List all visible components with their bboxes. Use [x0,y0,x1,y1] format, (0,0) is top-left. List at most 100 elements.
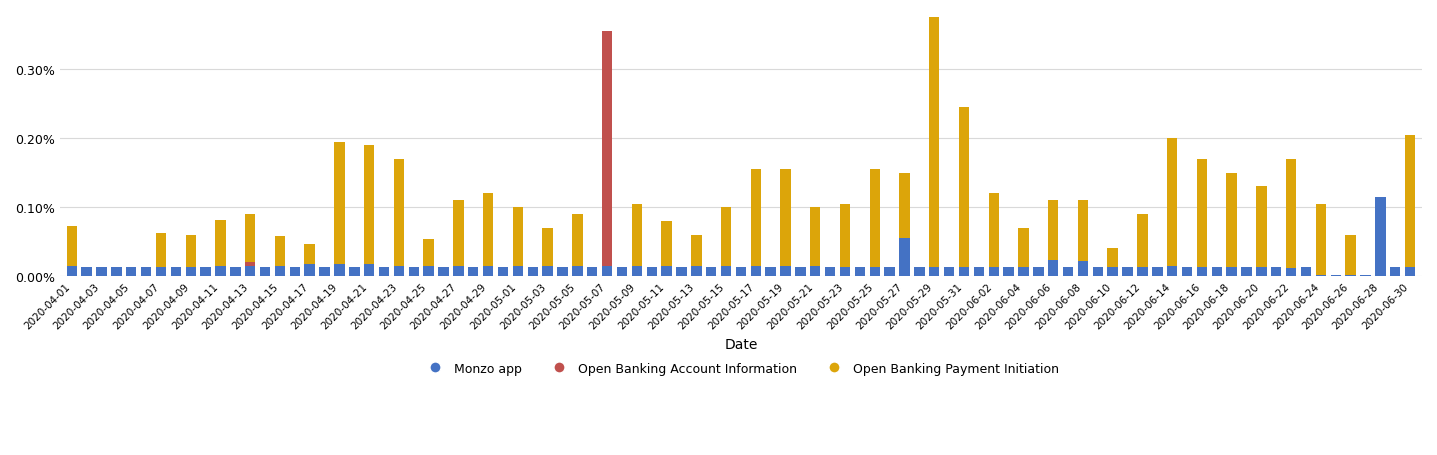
Bar [930,18,940,276]
X-axis label: Date: Date [724,338,757,352]
Bar [424,240,434,276]
Bar [290,268,300,276]
Bar [1375,263,1385,276]
Bar [1048,261,1059,276]
Bar [602,32,612,276]
Bar [335,264,345,276]
Bar [260,268,270,276]
Bar [632,204,642,276]
Bar [1211,268,1221,276]
Bar [691,267,701,276]
Bar [750,170,762,276]
Bar [66,226,78,276]
Bar [1167,139,1177,276]
Bar [1286,159,1296,276]
Bar [721,267,731,276]
Bar [483,268,493,276]
Bar [1167,267,1177,276]
Bar [364,146,375,276]
Bar [1078,201,1088,276]
Bar [200,268,211,276]
Bar [810,207,821,276]
Bar [1226,268,1237,276]
Bar [810,267,821,276]
Bar [855,268,865,276]
Bar [82,268,92,276]
Bar [1019,268,1029,276]
Bar [780,170,790,276]
Bar [438,268,448,276]
Bar [930,268,940,276]
Bar [379,268,389,276]
Bar [588,268,598,276]
Bar [944,268,954,276]
Bar [66,266,78,276]
Bar [394,159,404,276]
Bar [1405,271,1415,276]
Bar [900,238,910,276]
Bar [305,264,315,276]
Bar [1033,268,1043,276]
Bar [989,268,999,276]
Bar [1256,187,1266,276]
Bar [1063,268,1073,276]
Bar [661,267,671,276]
Bar [335,142,345,276]
Bar [1137,214,1148,276]
Bar [1137,268,1148,276]
Bar [1122,268,1132,276]
Bar [1405,135,1415,276]
Bar [274,237,285,276]
Bar [497,268,509,276]
Bar [914,268,924,276]
Bar [230,268,240,276]
Bar [869,170,879,276]
Bar [647,268,657,276]
Bar [216,267,226,276]
Bar [825,268,835,276]
Bar [1197,268,1207,276]
Bar [602,111,612,276]
Bar [632,266,642,276]
Bar [766,268,776,276]
Bar [736,268,746,276]
Bar [1316,204,1326,276]
Bar [394,271,404,276]
Bar [305,245,315,276]
Bar [185,268,195,276]
Bar [1019,268,1029,276]
Bar [349,268,359,276]
Bar [483,267,493,276]
Bar [884,268,895,276]
Bar [1078,261,1088,276]
Bar [1197,159,1207,276]
Bar [839,268,851,276]
Bar [394,266,404,276]
Bar [1226,173,1237,276]
Bar [1048,201,1059,276]
Bar [691,235,701,276]
Bar [141,268,151,276]
Bar [1256,268,1266,276]
Bar [111,268,122,276]
Bar [900,173,910,276]
Bar [1405,268,1415,276]
Bar [780,267,790,276]
Bar [839,204,851,276]
Bar [795,268,806,276]
Bar [364,264,375,276]
Bar [126,268,137,276]
Bar [706,268,717,276]
Bar [721,207,731,276]
Bar [1181,268,1193,276]
Bar [185,235,195,276]
Bar [1019,228,1029,276]
Bar [958,268,969,276]
Bar [558,268,568,276]
Bar [408,268,420,276]
Bar [869,268,879,276]
Bar [424,266,434,276]
Bar [513,266,523,276]
Bar [111,268,122,276]
Bar [661,221,671,276]
